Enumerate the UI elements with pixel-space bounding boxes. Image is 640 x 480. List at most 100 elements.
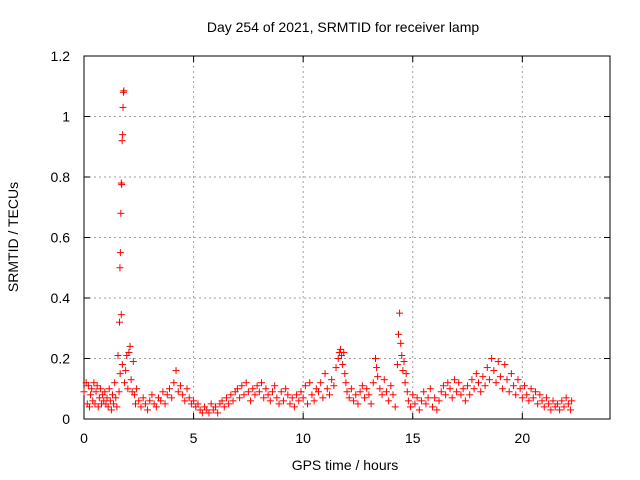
data-point [249,385,257,393]
data-point [227,391,235,399]
data-point [114,351,122,359]
data-point [212,403,219,411]
data-point [106,397,114,405]
data-point [116,249,124,257]
data-point [260,394,268,402]
data-point [365,391,373,399]
data-point [146,397,154,405]
data-point [247,397,255,405]
data-point [255,388,263,396]
data-point [101,388,109,396]
data-point [122,367,130,375]
data-point [396,309,404,317]
data-point [330,382,338,390]
data-point [194,400,202,408]
data-point [107,406,115,414]
data-point [553,400,561,408]
data-point [152,403,160,411]
data-point [529,394,537,402]
y-tick-label: 0.2 [51,351,71,367]
data-point [413,394,421,402]
data-point [95,394,103,402]
data-point [264,391,272,399]
data-point [113,403,121,411]
data-point [435,397,443,405]
data-point [494,358,502,366]
data-point [400,358,408,366]
data-point [92,388,100,396]
data-point [120,87,128,95]
data-point [470,385,478,393]
data-point [304,400,312,408]
y-axis-label: SRMTID / TECUs [5,182,21,292]
data-point [483,364,491,372]
chart-title: Day 254 of 2021, SRMTID for receiver lam… [207,19,480,35]
grid-lines [84,56,610,419]
data-point [116,318,124,326]
data-point [437,388,445,396]
data-point [464,382,472,390]
data-point [116,370,124,378]
data-point [374,373,382,381]
data-point [165,385,173,393]
data-point [442,391,450,399]
data-point [315,388,323,396]
data-point [525,397,533,405]
data-point [96,385,104,393]
data-point [341,370,349,378]
data-point [481,382,489,390]
data-point [453,388,461,396]
plot-frame [83,55,611,420]
data-point [126,342,134,350]
data-point [273,394,281,402]
data-point [148,391,156,399]
data-point [306,379,314,387]
data-point [91,400,99,408]
data-point [433,406,441,414]
data-point [225,400,233,408]
data-point [342,379,350,387]
data-point [233,385,241,393]
data-point [527,385,535,393]
data-point [424,394,432,402]
data-point [455,379,463,387]
data-point [144,406,152,414]
data-point [477,388,485,396]
data-point [492,379,500,387]
data-point [431,394,439,402]
data-point [266,397,274,405]
data-point [190,397,198,405]
y-tick-label: 0.8 [51,169,71,185]
data-point [556,406,564,414]
data-point [161,400,169,408]
data-point [295,397,303,405]
data-point [564,400,572,408]
data-point [262,385,270,393]
data-point [325,391,333,399]
data-point [334,355,342,362]
data-point [466,391,474,399]
data-point [133,385,141,393]
data-point [172,367,180,375]
data-point [560,403,568,411]
data-point [510,382,518,390]
data-point [523,391,531,399]
data-point [426,385,434,393]
data-point [118,137,126,145]
data-point [472,370,480,378]
data-point [339,361,347,369]
data-point [562,394,570,402]
data-point [501,361,509,369]
data-point [332,364,340,372]
data-point [159,388,167,396]
data-point [336,345,344,353]
data-point [94,403,102,411]
data-point [135,397,143,405]
data-point [385,397,393,405]
data-point [367,400,375,408]
data-point [549,397,557,405]
data-point [105,385,113,393]
data-point [439,382,447,390]
data-point [242,379,250,387]
